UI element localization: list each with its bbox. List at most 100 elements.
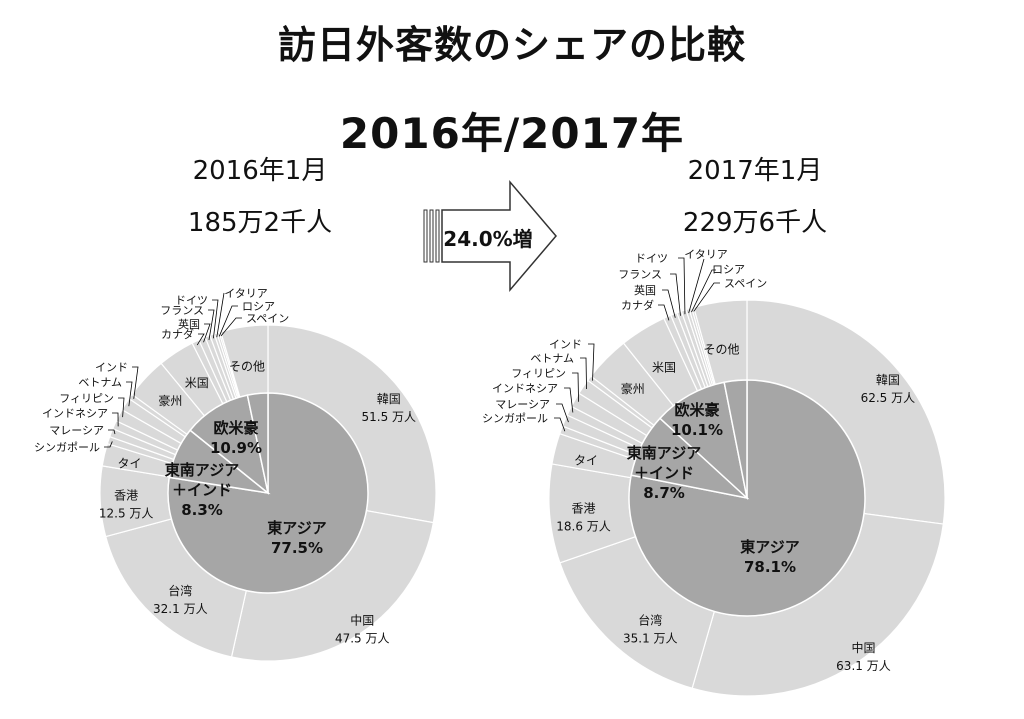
- outer-label-italy: イタリア: [684, 248, 728, 261]
- left-period: 2016年1月: [192, 156, 328, 186]
- outer-value-china: 47.5 万人: [335, 632, 390, 646]
- outer-label-vietnam: ベトナム: [530, 352, 574, 365]
- outer-label-france: フランス: [618, 268, 662, 281]
- page-title: 訪日外客数のシェアの比較: [277, 23, 746, 67]
- page-subtitle: 2016年/2017年: [339, 109, 685, 158]
- outer-label-malaysia: マレーシア: [495, 398, 550, 411]
- outer-label-canada: カナダ: [161, 327, 194, 341]
- outer-label-thailand: タイ: [118, 456, 142, 470]
- leader-line-uk: [203, 323, 211, 343]
- inner-slice-other: [723, 379, 748, 499]
- leader-line-malaysia: [108, 429, 116, 435]
- outer-label-italy: イタリア: [224, 287, 268, 300]
- outer-label-philippines: フィリピン: [59, 392, 114, 405]
- leader-line-singapore: [104, 441, 113, 448]
- leader-line-malaysia: [556, 403, 569, 423]
- inner-label-southeast-asia: 東南アジア: [627, 444, 701, 462]
- outer-label-philippines: フィリピン: [511, 367, 566, 380]
- outer-label-germany: ドイツ: [635, 252, 668, 265]
- leader-line-spain: [693, 282, 720, 312]
- inner-label-southeast-asia: ＋インド: [172, 481, 232, 499]
- inner-percent-west: 10.9%: [210, 439, 262, 457]
- outer-label-australia: 豪州: [621, 381, 645, 396]
- outer-label-china: 中国: [851, 640, 875, 655]
- inner-slice-west: [189, 394, 270, 495]
- outer-label-canada: カナダ: [621, 298, 654, 312]
- outer-label-indonesia: インドネシア: [42, 407, 108, 420]
- leader-line-uk: [662, 289, 676, 318]
- leader-line-germany: [678, 257, 686, 315]
- right-total: 229万6千人: [682, 208, 828, 238]
- outer-label-taiwan: 台湾: [168, 583, 192, 598]
- outer-label-spain: スペイン: [724, 277, 767, 290]
- outer-label-other: その他: [229, 359, 265, 373]
- outer-value-taiwan: 32.1 万人: [153, 602, 208, 616]
- right-period: 2017年1月: [687, 156, 823, 186]
- outer-label-australia: 豪州: [158, 393, 182, 408]
- leader-line-singapore: [554, 417, 566, 432]
- leader-line-philippines: [118, 397, 125, 418]
- outer-label-germany: ドイツ: [175, 294, 208, 307]
- inner-percent-east-asia: 78.1%: [744, 558, 796, 576]
- outer-value-hongkong: 18.6 万人: [556, 520, 611, 534]
- leader-line-italy: [216, 292, 225, 338]
- outer-label-usa: 米国: [652, 361, 676, 375]
- leader-line-russia: [691, 269, 716, 313]
- outer-value-hongkong: 12.5 万人: [99, 507, 154, 521]
- leader-line-indonesia: [564, 387, 574, 413]
- outer-label-russia: ロシア: [242, 300, 275, 313]
- inner-label-east-asia: 東アジア: [267, 519, 326, 537]
- leader-line-vietnam: [126, 381, 133, 407]
- inner-label-west: 欧米豪: [213, 419, 258, 437]
- leader-line-vietnam: [580, 357, 587, 389]
- inner-percent-east-asia: 77.5%: [271, 539, 323, 557]
- outer-label-other: その他: [704, 342, 740, 356]
- inner-label-southeast-asia: ＋インド: [634, 464, 694, 482]
- leader-line-india: [132, 366, 139, 399]
- outer-label-usa: 米国: [185, 376, 209, 390]
- outer-label-korea: 韓国: [377, 392, 401, 406]
- leader-line-canada: [658, 304, 670, 321]
- inner-label-west: 欧米豪: [674, 401, 719, 419]
- leader-line-italy: [688, 258, 705, 314]
- outer-label-singapore: シンガポール: [34, 441, 100, 454]
- outer-value-china: 63.1 万人: [836, 659, 891, 673]
- outer-label-thailand: タイ: [574, 454, 598, 468]
- outer-label-spain: スペイン: [246, 312, 289, 325]
- outer-label-taiwan: 台湾: [638, 613, 662, 628]
- leader-line-canada: [196, 333, 205, 346]
- outer-label-vietnam: ベトナム: [78, 376, 122, 389]
- leader-line-france: [208, 309, 215, 341]
- outer-label-uk: 英国: [178, 317, 200, 331]
- outer-value-korea: 51.5 万人: [361, 410, 416, 424]
- leader-line-france: [670, 273, 681, 316]
- outer-label-hongkong: 香港: [572, 502, 596, 516]
- outer-label-malaysia: マレーシア: [49, 424, 104, 437]
- leader-line-indonesia: [112, 412, 119, 427]
- outer-label-korea: 韓国: [876, 373, 900, 387]
- inner-slice-west: [658, 381, 749, 501]
- inner-percent-southeast-asia: 8.7%: [643, 484, 685, 502]
- left-total: 185万2千人: [187, 208, 333, 238]
- outer-label-china: 中国: [350, 613, 374, 628]
- leader-line-germany: [212, 299, 219, 339]
- outer-value-taiwan: 35.1 万人: [623, 632, 678, 646]
- outer-label-singapore: シンガポール: [482, 412, 548, 425]
- outer-label-india: インド: [95, 361, 128, 374]
- inner-label-southeast-asia: 東南アジア: [165, 461, 239, 479]
- inner-percent-southeast-asia: 8.3%: [181, 501, 223, 519]
- leader-line-russia: [218, 305, 238, 337]
- outer-label-russia: ロシア: [712, 263, 745, 276]
- outer-label-indonesia: インドネシア: [492, 382, 558, 395]
- outer-label-hongkong: 香港: [114, 489, 138, 503]
- inner-percent-west: 10.1%: [671, 421, 723, 439]
- leader-line-philippines: [572, 372, 579, 402]
- outer-label-uk: 英国: [634, 283, 656, 297]
- leader-line-spain: [220, 317, 242, 337]
- outer-label-india: インド: [549, 338, 582, 351]
- outer-label-france: フランス: [160, 304, 204, 317]
- leader-line-india: [588, 343, 595, 381]
- outer-value-korea: 62.5 万人: [861, 391, 916, 405]
